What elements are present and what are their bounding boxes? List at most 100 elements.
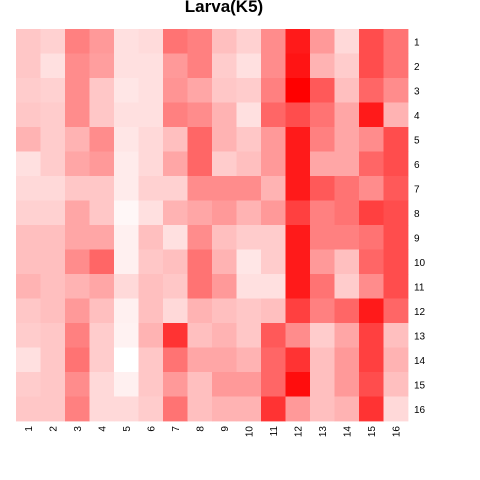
heatmap-cell-r3-c16	[383, 78, 409, 103]
heatmap-cell-r1-c15	[359, 29, 384, 54]
row-tick-label: 13	[414, 331, 426, 342]
heatmap-cell-r16-c9	[212, 396, 237, 422]
heatmap-cell-r11-c16	[383, 274, 409, 299]
heatmap-cell-r8-c6	[138, 200, 164, 226]
heatmap-cell-r10-c1	[16, 249, 41, 275]
heatmap-cell-r5-c6	[138, 127, 164, 152]
heatmap-cell-r15-c6	[138, 372, 164, 397]
heatmap-cell-r16-c15	[359, 396, 384, 422]
heatmap-cell-r15-c16	[383, 372, 409, 397]
heatmap-cell-r12-c7	[163, 298, 188, 324]
heatmap-cell-r14-c5	[114, 347, 139, 373]
heatmap-cell-r16-c8	[187, 396, 213, 422]
heatmap-cell-r6-c7	[163, 151, 188, 177]
heatmap-cell-r3-c6	[138, 78, 164, 103]
heatmap-cell-r4-c13	[310, 102, 335, 128]
heatmap-cell-r2-c9	[212, 53, 237, 79]
heatmap-cell-r14-c9	[212, 347, 237, 373]
heatmap-cell-r7-c16	[383, 176, 409, 201]
heatmap-cell-r5-c9	[212, 127, 237, 152]
heatmap-cell-r14-c3	[65, 347, 90, 373]
heatmap-cell-r10-c8	[187, 249, 213, 275]
heatmap-cell-r4-c3	[65, 102, 90, 128]
column-tick-label: 11	[269, 426, 280, 437]
heatmap-cell-r9-c8	[187, 225, 213, 250]
heatmap-cell-r10-c2	[40, 249, 66, 275]
heatmap-cell-r3-c2	[40, 78, 66, 103]
row-tick-label: 15	[414, 380, 426, 391]
heatmap-cell-r7-c14	[334, 176, 360, 201]
heatmap-cell-r7-c3	[65, 176, 90, 201]
row-tick-label: 6	[414, 160, 420, 171]
heatmap-cell-r5-c8	[187, 127, 213, 152]
heatmap-cell-r15-c5	[114, 372, 139, 397]
heatmap-cell-r10-c16	[383, 249, 409, 275]
heatmap-cell-r3-c10	[236, 78, 262, 103]
column-tick-label: 12	[293, 426, 304, 438]
heatmap-cell-r1-c3	[65, 29, 90, 54]
heatmap-cell-r9-c1	[16, 225, 41, 250]
heatmap-cell-r6-c14	[334, 151, 360, 177]
heatmap-cell-r2-c11	[261, 53, 286, 79]
heatmap-cell-r13-c10	[236, 323, 262, 348]
heatmap-cell-r14-c7	[163, 347, 188, 373]
heatmap-cell-r7-c10	[236, 176, 262, 201]
heatmap-cell-r9-c7	[163, 225, 188, 250]
heatmap-cell-r3-c8	[187, 78, 213, 103]
heatmap-cell-r10-c7	[163, 249, 188, 275]
heatmap-cell-r8-c1	[16, 200, 41, 226]
column-tick-labels: 1 2 3 4 5 6 7 8 9 10 11 12 13 14 15 16	[24, 426, 403, 438]
heatmap-cell-r13-c2	[40, 323, 66, 348]
heatmap-cell-r1-c14	[334, 29, 360, 54]
heatmap-cell-r16-c1	[16, 396, 41, 422]
heatmap-cell-r16-c5	[114, 396, 139, 422]
heatmap-cell-r1-c11	[261, 29, 286, 54]
heatmap-cell-r3-c14	[334, 78, 360, 103]
heatmap-cell-r9-c13	[310, 225, 335, 250]
heatmap-cell-r15-c14	[334, 372, 360, 397]
heatmap-cell-r10-c15	[359, 249, 384, 275]
heatmap-cell-r7-c9	[212, 176, 237, 201]
heatmap-cell-r4-c4	[89, 102, 115, 128]
column-tick-label: 9	[220, 426, 231, 432]
heatmap-cell-r1-c10	[236, 29, 262, 54]
heatmap-cell-r7-c4	[89, 176, 115, 201]
heatmap-cell-r1-c9	[212, 29, 237, 54]
heatmap-cell-r2-c8	[187, 53, 213, 79]
heatmap-cell-r8-c9	[212, 200, 237, 226]
heatmap-cell-r6-c10	[236, 151, 262, 177]
heatmap-cell-r12-c14	[334, 298, 360, 324]
heatmap-cell-r2-c1	[16, 53, 41, 79]
heatmap-cell-r3-c5	[114, 78, 139, 103]
heatmap-cell-r7-c5	[114, 176, 139, 201]
heatmap-cell-r15-c8	[187, 372, 213, 397]
row-tick-label: 8	[414, 209, 420, 220]
heatmap-cell-r6-c13	[310, 151, 335, 177]
heatmap-cell-r8-c14	[334, 200, 360, 226]
heatmap-cell-r11-c15	[359, 274, 384, 299]
heatmap-cell-r11-c11	[261, 274, 286, 299]
heatmap-cell-r5-c7	[163, 127, 188, 152]
heatmap-cell-r13-c6	[138, 323, 164, 348]
heatmap-cell-r12-c13	[310, 298, 335, 324]
heatmap-cell-r13-c13	[310, 323, 335, 348]
heatmap-cell-r1-c13	[310, 29, 335, 54]
heatmap-cell-r4-c11	[261, 102, 286, 128]
heatmap-cell-r10-c14	[334, 249, 360, 275]
heatmap-cell-r13-c7	[163, 323, 188, 348]
heatmap-cell-r9-c5	[114, 225, 139, 250]
heatmap-cell-r11-c9	[212, 274, 237, 299]
heatmap-cell-r7-c2	[40, 176, 66, 201]
column-tick-label: 4	[97, 426, 108, 432]
heatmap-cell-r16-c13	[310, 396, 335, 422]
heatmap-cell-r16-c6	[138, 396, 164, 422]
heatmap-cell-r8-c5	[114, 200, 139, 226]
heatmap-cell-r7-c15	[359, 176, 384, 201]
heatmap-cell-r9-c14	[334, 225, 360, 250]
heatmap-cell-r12-c15	[359, 298, 384, 324]
heatmap-cell-r6-c15	[359, 151, 384, 177]
heatmap-cell-r5-c2	[40, 127, 66, 152]
heatmap-cell-r13-c9	[212, 323, 237, 348]
